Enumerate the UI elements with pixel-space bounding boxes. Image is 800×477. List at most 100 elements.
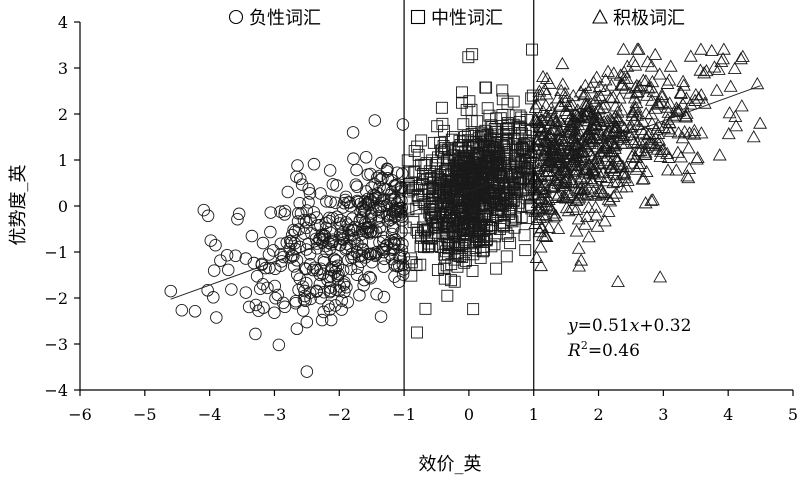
x-tick-label: −2 <box>327 405 351 424</box>
square-point <box>523 159 536 172</box>
triangle-point <box>644 59 659 72</box>
circle-point <box>268 306 281 319</box>
triangle-point <box>598 138 613 151</box>
regression-line <box>170 85 761 300</box>
triangle-point <box>564 110 578 123</box>
square-point <box>462 181 475 194</box>
triangle-point <box>588 200 603 213</box>
triangle-point <box>675 131 690 144</box>
triangle-point <box>569 145 584 158</box>
square-point <box>441 151 454 164</box>
triangle-point <box>632 159 647 173</box>
circle-point <box>391 202 404 215</box>
triangle-point <box>528 204 543 217</box>
triangle-point <box>606 157 621 170</box>
x-tick-label: −6 <box>68 405 92 424</box>
circle-point <box>302 182 315 196</box>
circle-point <box>326 178 340 191</box>
x-tick-label: −4 <box>198 405 222 424</box>
square-point <box>459 233 472 246</box>
triangle-point <box>562 124 577 137</box>
square-point <box>481 102 494 115</box>
circle-point <box>239 252 253 265</box>
triangle-point <box>645 116 660 129</box>
triangle-point <box>721 126 736 140</box>
triangle-point <box>606 90 621 103</box>
square-point <box>499 134 512 147</box>
triangle-point <box>613 157 628 170</box>
triangle-point <box>629 162 644 175</box>
triangle-point <box>535 121 550 135</box>
triangle-point <box>662 116 677 129</box>
triangle-point <box>601 204 616 217</box>
circle-point <box>367 193 381 206</box>
triangle-point <box>530 188 545 201</box>
square-point <box>480 81 493 94</box>
triangle-point <box>532 119 547 132</box>
triangle-point <box>651 118 666 131</box>
square-point <box>507 95 520 108</box>
triangle-point <box>589 208 604 221</box>
circle-point <box>329 261 342 274</box>
square-point <box>456 181 469 194</box>
circle-point <box>317 305 330 319</box>
circle-point <box>369 248 383 261</box>
triangle-point <box>552 136 567 150</box>
circle-point <box>229 249 242 263</box>
circle-point <box>232 207 246 221</box>
triangle-point <box>586 75 601 88</box>
triangle-point <box>537 148 552 161</box>
square-point <box>508 221 521 234</box>
circle-point <box>274 205 287 218</box>
triangle-point <box>640 88 655 101</box>
square-point <box>424 209 437 221</box>
square-point <box>415 134 428 147</box>
triangle-point <box>661 163 675 176</box>
circle-point <box>357 273 371 287</box>
triangle-point <box>570 163 585 176</box>
triangle-point <box>614 136 629 149</box>
triangle-point <box>536 104 550 117</box>
circle-point <box>245 229 259 243</box>
triangle-point <box>611 111 626 124</box>
square-point <box>458 235 471 248</box>
square-point <box>474 235 487 248</box>
circle-point <box>388 193 401 206</box>
circle-point <box>324 195 337 209</box>
triangle-point <box>614 78 629 91</box>
circle-point <box>396 268 410 281</box>
square-point <box>502 230 515 242</box>
tick-labels: −6 −5 −4 −3 −2 −1 0 1 2 3 4 5 4 3 2 1 0 −1 −2 −3 −4 <box>44 13 798 424</box>
triangle-point <box>645 193 660 206</box>
circle-point <box>209 238 222 252</box>
square-point <box>526 89 539 102</box>
square-point <box>469 208 482 220</box>
triangle-point <box>639 106 654 119</box>
triangle-point <box>603 156 618 169</box>
circle-point <box>370 287 383 301</box>
triangle-point <box>628 58 643 71</box>
triangle-point <box>697 96 712 109</box>
triangle-point <box>723 79 738 92</box>
square-point <box>466 265 479 277</box>
triangle-point <box>591 156 606 169</box>
square-point <box>482 146 495 159</box>
circle-point <box>333 217 346 230</box>
outlier-point <box>611 274 625 287</box>
circle-point <box>388 257 401 270</box>
circle-point <box>314 187 327 200</box>
triangle-point <box>660 146 675 159</box>
series-circle <box>175 114 411 352</box>
triangle-point <box>538 133 553 146</box>
square-point <box>473 158 486 171</box>
circle-point <box>222 263 235 277</box>
circle-point <box>324 313 338 327</box>
triangle-point <box>671 126 686 139</box>
circle-point <box>324 284 338 298</box>
circle-point <box>395 244 409 257</box>
square-point <box>491 126 504 138</box>
circle-point <box>264 206 277 219</box>
triangle-point <box>639 164 654 178</box>
square-point <box>457 194 470 207</box>
square-point <box>501 97 514 110</box>
